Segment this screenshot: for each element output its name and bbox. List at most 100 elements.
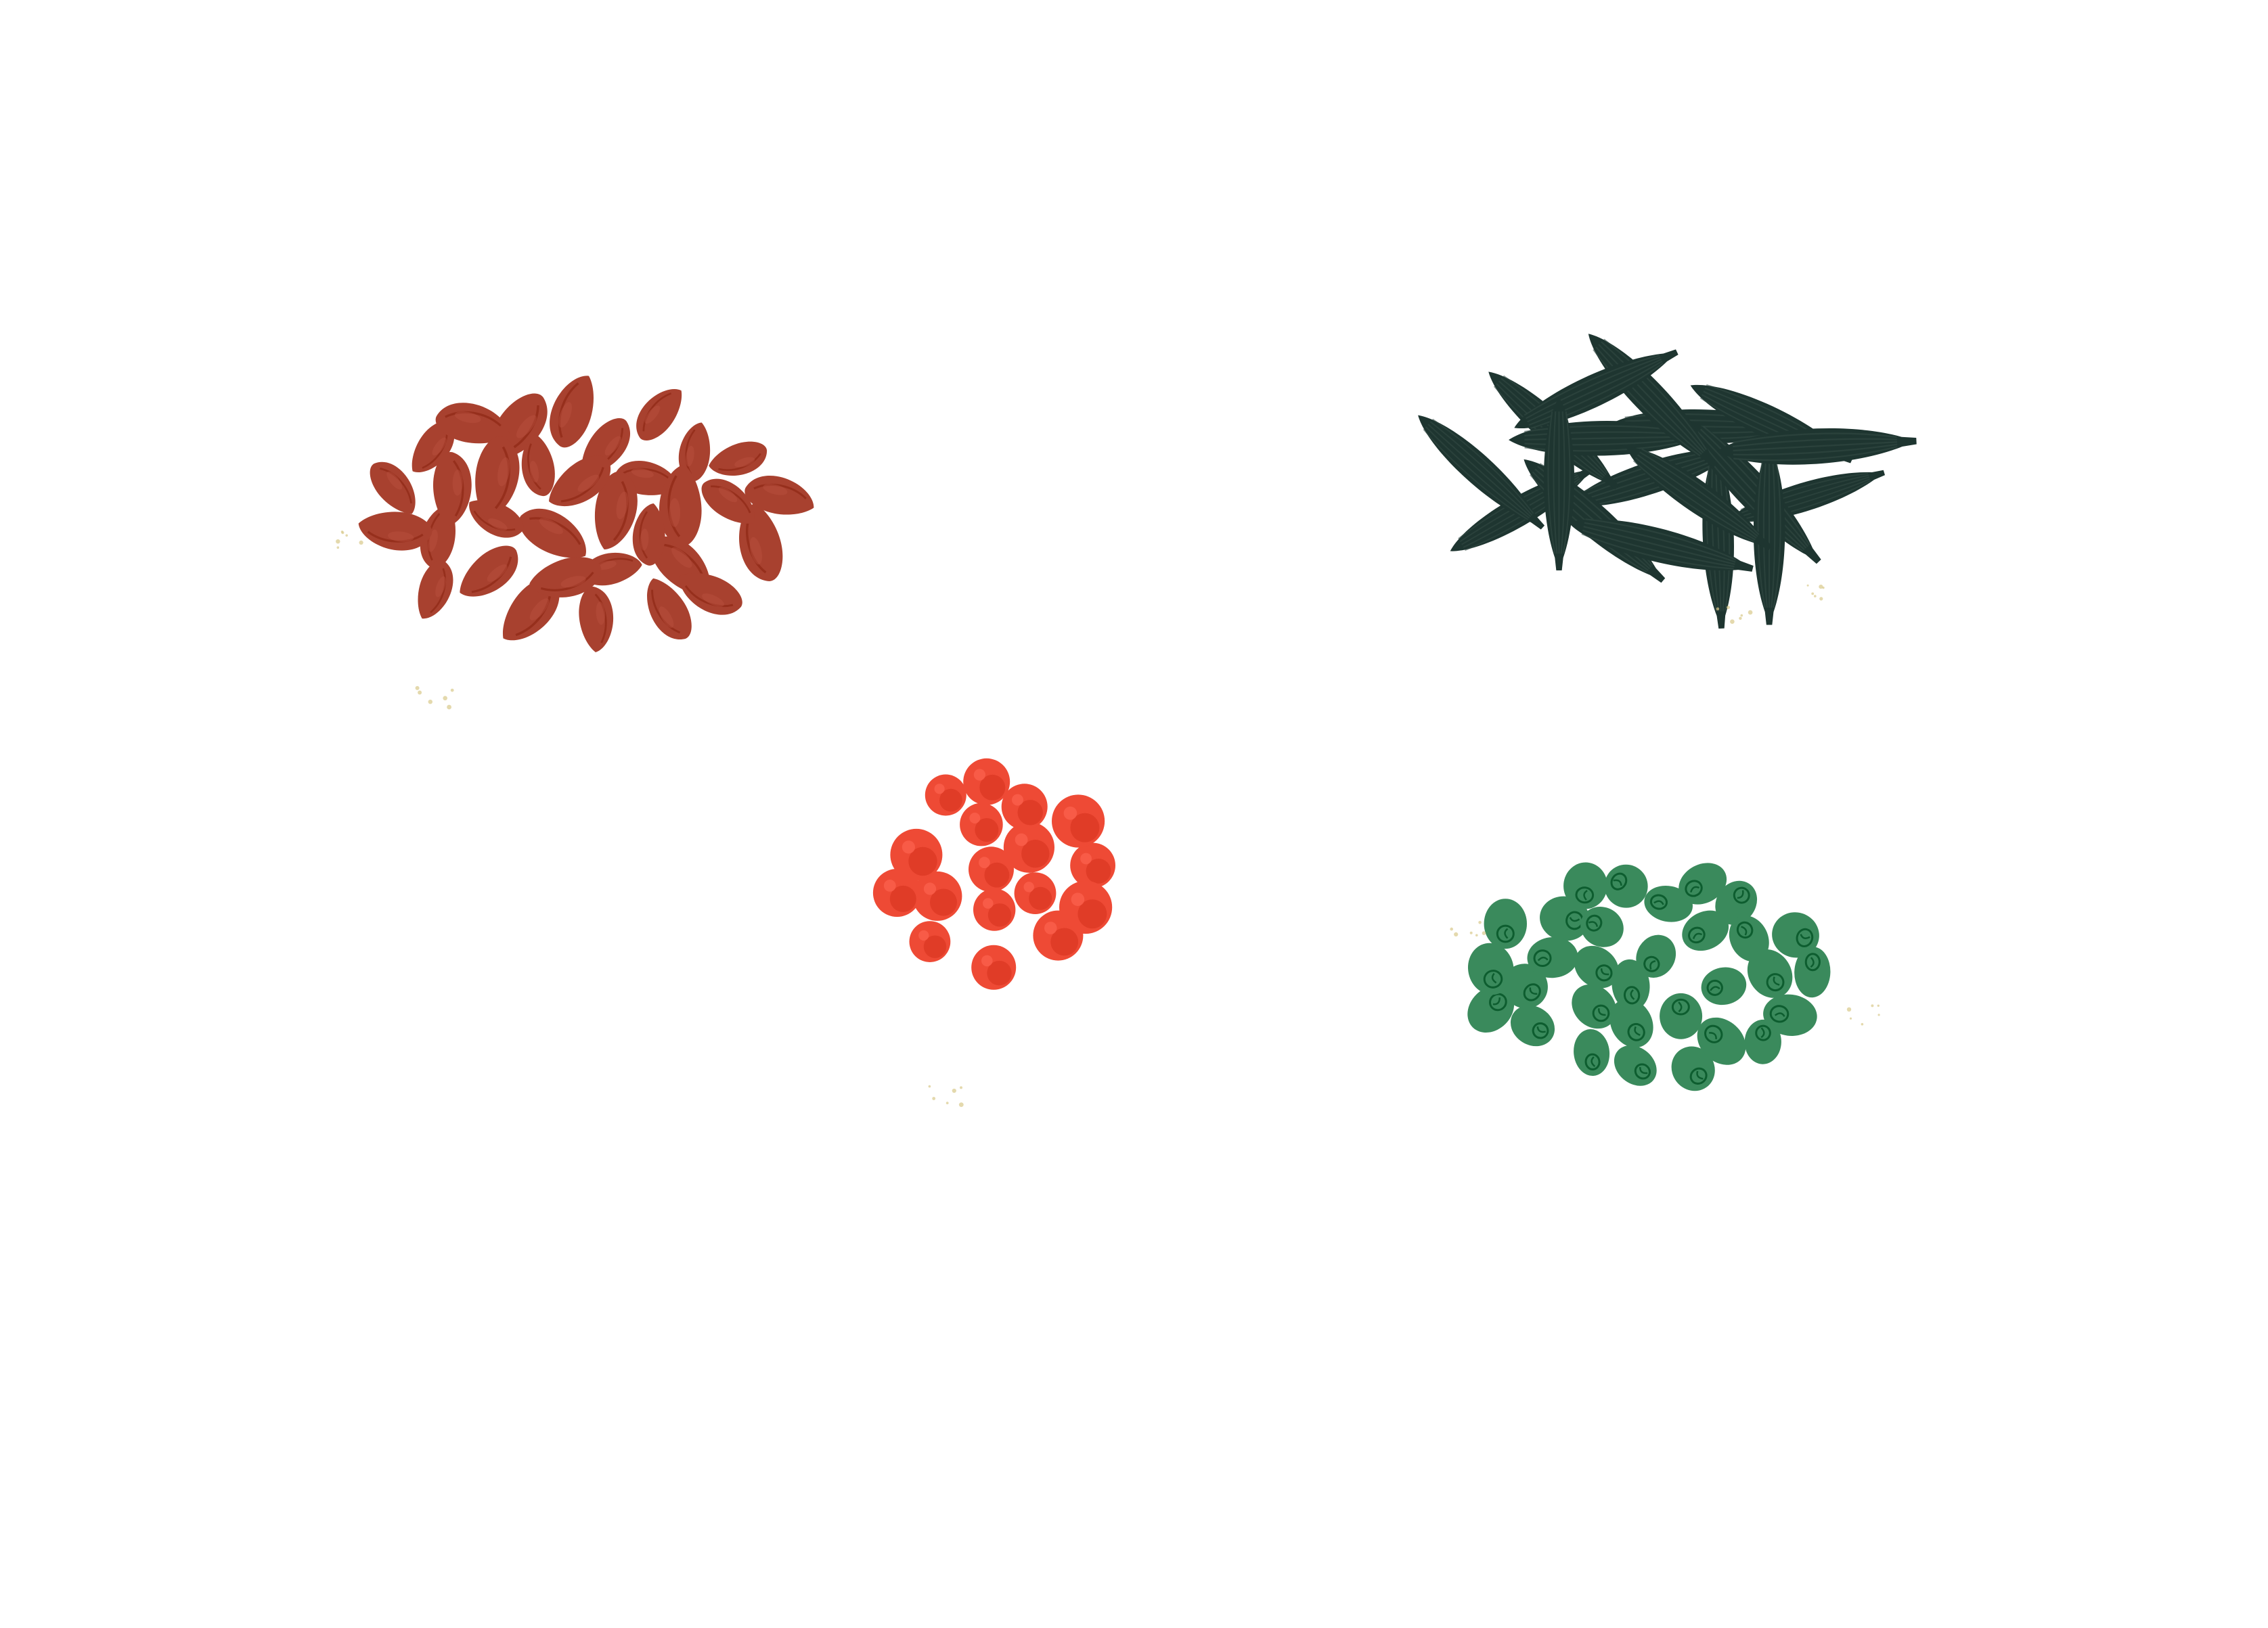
seed (632, 503, 665, 566)
speckle (952, 1088, 956, 1093)
speckle (1739, 616, 1742, 620)
pod (1418, 415, 1545, 530)
pod (1716, 428, 1917, 465)
green-pod (1604, 864, 1648, 908)
pod (1687, 420, 1821, 564)
berry (969, 846, 1014, 892)
speckle (447, 704, 451, 710)
speckle (960, 1086, 962, 1089)
green-pod (1611, 959, 1650, 1011)
speckle (340, 530, 344, 533)
speckle (1478, 921, 1482, 924)
green-pod (1763, 994, 1817, 1036)
seed (521, 434, 555, 497)
berry (1052, 794, 1105, 848)
speckle (946, 1102, 949, 1104)
speckle (1814, 595, 1817, 597)
speckle (1861, 1022, 1864, 1026)
speckle (1806, 584, 1809, 587)
speckle (1730, 619, 1735, 624)
green-pod (1744, 1019, 1781, 1064)
pod (1543, 397, 1575, 570)
speckle (1748, 610, 1753, 615)
green-pod (1484, 899, 1528, 949)
seed (659, 464, 702, 547)
speckle (1454, 932, 1459, 936)
seed (518, 508, 586, 558)
seed (594, 471, 638, 549)
green-pod (1682, 910, 1729, 951)
speckle (1846, 1007, 1852, 1012)
green-pod (1572, 984, 1617, 1029)
seed (370, 462, 416, 514)
berry (912, 871, 962, 921)
green-pod (1729, 915, 1769, 962)
berry (925, 774, 966, 816)
speckle (1877, 1014, 1880, 1016)
berry (1059, 880, 1113, 934)
green-pod (1467, 943, 1514, 995)
speckle (418, 690, 422, 695)
green-pod (1671, 1046, 1715, 1091)
speckle (345, 534, 348, 537)
speckles (336, 530, 1880, 1107)
green-pod (1701, 967, 1747, 1005)
green-pod (1614, 1045, 1657, 1086)
berry (963, 758, 1010, 805)
speckle (958, 1102, 964, 1107)
seed (744, 475, 814, 515)
speckle (1819, 597, 1823, 601)
speckle (1811, 592, 1815, 595)
speckle (359, 540, 363, 545)
berry (1001, 784, 1048, 830)
speckle (415, 685, 420, 690)
green-pod (1794, 947, 1831, 998)
seed (358, 512, 432, 551)
red-berries-cluster (872, 758, 1115, 990)
green-pod (1678, 863, 1727, 905)
berry (872, 869, 921, 917)
pod (1626, 447, 1773, 551)
berry (973, 888, 1016, 931)
seed (433, 452, 472, 526)
speckle (1726, 606, 1731, 610)
green-pod (1636, 934, 1676, 978)
pod (1568, 518, 1754, 572)
speckle (336, 539, 340, 544)
seed (550, 376, 594, 448)
green-pod (1574, 1028, 1610, 1077)
green-pod (1563, 862, 1607, 909)
berry (971, 945, 1017, 990)
green-pod (1747, 949, 1793, 998)
speckle (1849, 1017, 1852, 1020)
speckle (1716, 607, 1720, 611)
seed (475, 436, 520, 518)
berry (890, 828, 943, 881)
speckle (1819, 585, 1823, 589)
seed (460, 545, 518, 597)
green-pods-cluster (1467, 862, 1831, 1091)
speckle (1450, 927, 1453, 931)
speckle (1482, 931, 1486, 935)
speckle (1740, 614, 1743, 617)
speckle (932, 1097, 936, 1100)
green-pod (1660, 993, 1703, 1039)
seed (435, 403, 510, 444)
speckle (1871, 1004, 1874, 1008)
seed (418, 560, 453, 619)
seed (636, 389, 682, 441)
speckle (1475, 934, 1478, 936)
speckle (1469, 931, 1473, 934)
green-pod (1527, 936, 1578, 978)
berry (909, 921, 951, 962)
berry (1003, 821, 1054, 873)
speckle (928, 1085, 931, 1088)
seed (549, 455, 610, 507)
green-pod (1574, 945, 1619, 989)
speckle (1877, 1004, 1880, 1008)
dark-green-pods-cluster (1418, 334, 1917, 629)
seed (680, 573, 742, 615)
green-pod (1609, 999, 1653, 1048)
green-pod (1580, 907, 1624, 947)
